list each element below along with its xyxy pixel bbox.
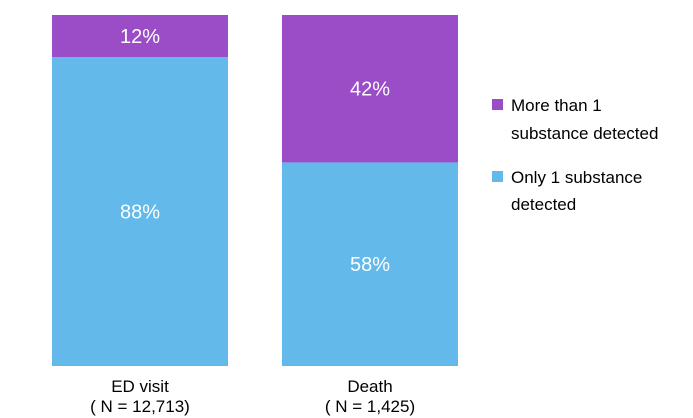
legend-text-more-than-1-line-2: substance detected: [511, 124, 658, 143]
legend-swatch-only-1: [492, 171, 503, 182]
legend-item-only-1: Only 1 substance detected: [492, 168, 642, 214]
data-label-ed-visit-series-0: 88%: [120, 202, 160, 224]
legend-text-more-than-1-line-1: More than 1: [511, 96, 602, 115]
data-label-death-series-1: 42%: [350, 79, 390, 101]
bars-layer: [52, 15, 458, 367]
category-label-ed-visit: ED visit: [111, 377, 169, 396]
data-label-ed-visit-series-1: 12%: [120, 26, 160, 48]
legend-swatch-more-than-1: [492, 99, 503, 110]
bar-segment-ed-visit-series-1: [52, 15, 228, 58]
data-label-death-series-0: 58%: [350, 254, 390, 276]
bar-segment-death-series-1: [282, 15, 458, 163]
bar-segment-death-series-0: [282, 162, 458, 366]
legend-text-only-1-line-1: Only 1 substance: [511, 168, 642, 187]
labels-layer: 88% 12% 58% 42%: [120, 26, 390, 276]
category-label-death: Death: [347, 377, 392, 396]
legend: More than 1 substance detected Only 1 su…: [492, 96, 658, 214]
legend-item-more-than-1: More than 1 substance detected: [492, 96, 658, 143]
category-sublabel-ed-visit: ( N = 12,713): [90, 397, 190, 416]
bar-segment-ed-visit-series-0: [52, 57, 228, 367]
legend-text-only-1-line-2: detected: [511, 195, 576, 214]
category-sublabel-death: ( N = 1,425): [325, 397, 415, 416]
x-axis: ED visit ( N = 12,713) Death ( N = 1,425…: [90, 377, 415, 416]
